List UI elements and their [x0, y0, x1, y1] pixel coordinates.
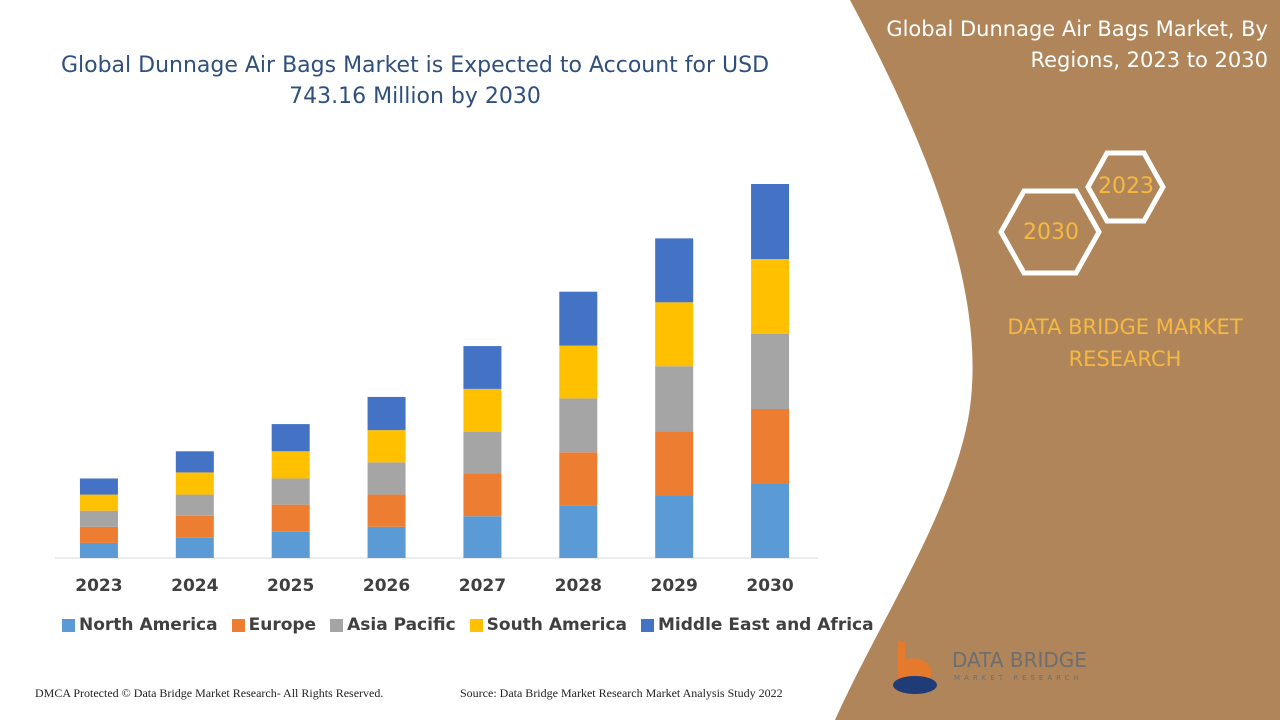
legend-item: North America [62, 615, 218, 635]
bar-segment [271, 424, 310, 452]
bar-segment [463, 431, 502, 474]
legend-label: Asia Pacific [347, 615, 456, 635]
bar-segment [367, 462, 406, 495]
bar-segment [271, 504, 310, 532]
legend-label: Europe [248, 615, 317, 635]
x-tick-label: 2024 [171, 576, 218, 596]
bar-segment [79, 542, 118, 558]
logo-name: DATA BRIDGE [952, 648, 1087, 672]
bar-segment [559, 398, 598, 453]
side-title: Global Dunnage Air Bags Market, By Regio… [886, 17, 1268, 72]
bar-segment [751, 484, 790, 558]
bar-segment [175, 451, 214, 473]
brand: DATA BRIDGE MARKET RESEARCH [1007, 315, 1243, 371]
x-tick-label: 2030 [746, 576, 793, 596]
legend-item: Europe [231, 615, 317, 635]
bar-segment [79, 510, 118, 527]
legend-label: South America [486, 615, 627, 635]
bar-segment [655, 238, 694, 303]
legend-swatch [231, 618, 245, 632]
hexagon-label: 2023 [1098, 174, 1154, 199]
legend: North America Europe Asia Pacific South Ame… [62, 615, 874, 635]
bar-segment [655, 495, 694, 558]
bar-segment [655, 431, 694, 496]
side-panel-bg [835, 0, 1280, 720]
bar-segment [367, 494, 406, 527]
legend-label: Middle East and Africa [658, 615, 874, 635]
copyright: DMCA Protected © Data Bridge Market Rese… [35, 686, 384, 700]
bar-segment [271, 478, 310, 505]
legend-swatch [469, 618, 483, 632]
bar-segment [79, 478, 118, 495]
bar-segment [79, 494, 118, 511]
bar-segment [175, 472, 214, 495]
legend-swatch [330, 618, 344, 632]
bar-segment [559, 345, 598, 399]
x-tick-label: 2025 [267, 576, 314, 596]
x-tick-label: 2027 [459, 576, 506, 596]
bar-segment [559, 452, 598, 506]
legend-swatch [641, 618, 654, 632]
bar-segment [559, 505, 598, 558]
legend-item: South America [469, 615, 627, 635]
chart-title: Global Dunnage Air Bags Market is Expect… [60, 53, 770, 109]
bar-segment [367, 396, 406, 431]
bar-segment [271, 531, 310, 558]
logo-tagline: MARKET RESEARCH [954, 674, 1083, 682]
bar-segment [367, 430, 406, 463]
x-tick-label: 2023 [75, 576, 122, 596]
bar-segment [175, 515, 214, 538]
bar-segment [751, 184, 790, 260]
bar-segment [79, 526, 118, 543]
bar-segment [463, 346, 502, 389]
bar-segment [175, 494, 214, 516]
legend-item: Asia Pacific [330, 615, 456, 635]
hexagon [1085, 150, 1166, 224]
bar-segment [655, 366, 694, 432]
source: Source: Data Bridge Market Research Mark… [460, 686, 783, 700]
bar-segment [463, 473, 502, 517]
bar-segment [751, 409, 790, 485]
bar-segment [367, 526, 406, 558]
logo-icon [893, 642, 937, 694]
legend-label: North America [79, 615, 218, 635]
x-tick-label: 2028 [555, 576, 602, 596]
bar-segment [271, 451, 310, 479]
bar-segment [559, 291, 598, 346]
x-tick-label: 2029 [651, 576, 698, 596]
legend-item: Middle East and Africa [641, 615, 874, 635]
bar-segment [463, 516, 502, 558]
legend-swatch [62, 618, 75, 632]
hexagon [998, 188, 1102, 276]
bar-segment [655, 302, 694, 367]
bar-segment [463, 388, 502, 432]
bar-segment [751, 334, 790, 410]
bar-segment [751, 259, 790, 335]
x-tick-label: 2026 [363, 576, 410, 596]
bar-segment [175, 537, 214, 558]
hexagon-label: 2030 [1023, 220, 1079, 245]
